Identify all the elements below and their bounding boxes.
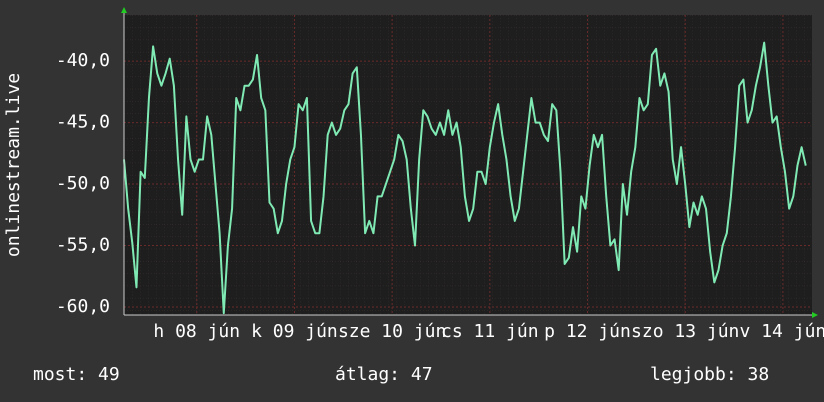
x-tick-label: k 09 jún: [251, 321, 338, 342]
x-arrow: [812, 312, 818, 318]
y-axis-label: onlinestream.live: [3, 73, 24, 257]
footer-current: most: 49: [33, 364, 120, 385]
y-tick-label: -40,0: [56, 50, 110, 71]
x-tick-label: p 12 jún: [544, 321, 631, 342]
x-tick-label: v 14 jún: [740, 321, 824, 342]
y-arrow: [121, 7, 127, 13]
x-tick-label: cs 11 jún: [441, 321, 539, 342]
footer-best: legjobb: 38: [650, 364, 769, 385]
x-tick-label: h 08 jún: [153, 321, 240, 342]
y-tick-label: -60,0: [56, 296, 110, 317]
x-tick-label: sze 10 jún: [338, 321, 446, 342]
grid: -40,0 -45,0 -50,0 -55,0 -60,0: [56, 15, 812, 317]
x-tick-label: szo 13 jún: [631, 321, 739, 342]
footer-average: átlag: 47: [335, 364, 433, 385]
y-tick-label: -50,0: [56, 173, 110, 194]
plot: [123, 41, 807, 315]
line-series: [123, 41, 807, 315]
y-tick-label: -45,0: [56, 112, 110, 133]
minor-grid: [124, 15, 812, 315]
y-tick-label: -55,0: [56, 235, 110, 256]
